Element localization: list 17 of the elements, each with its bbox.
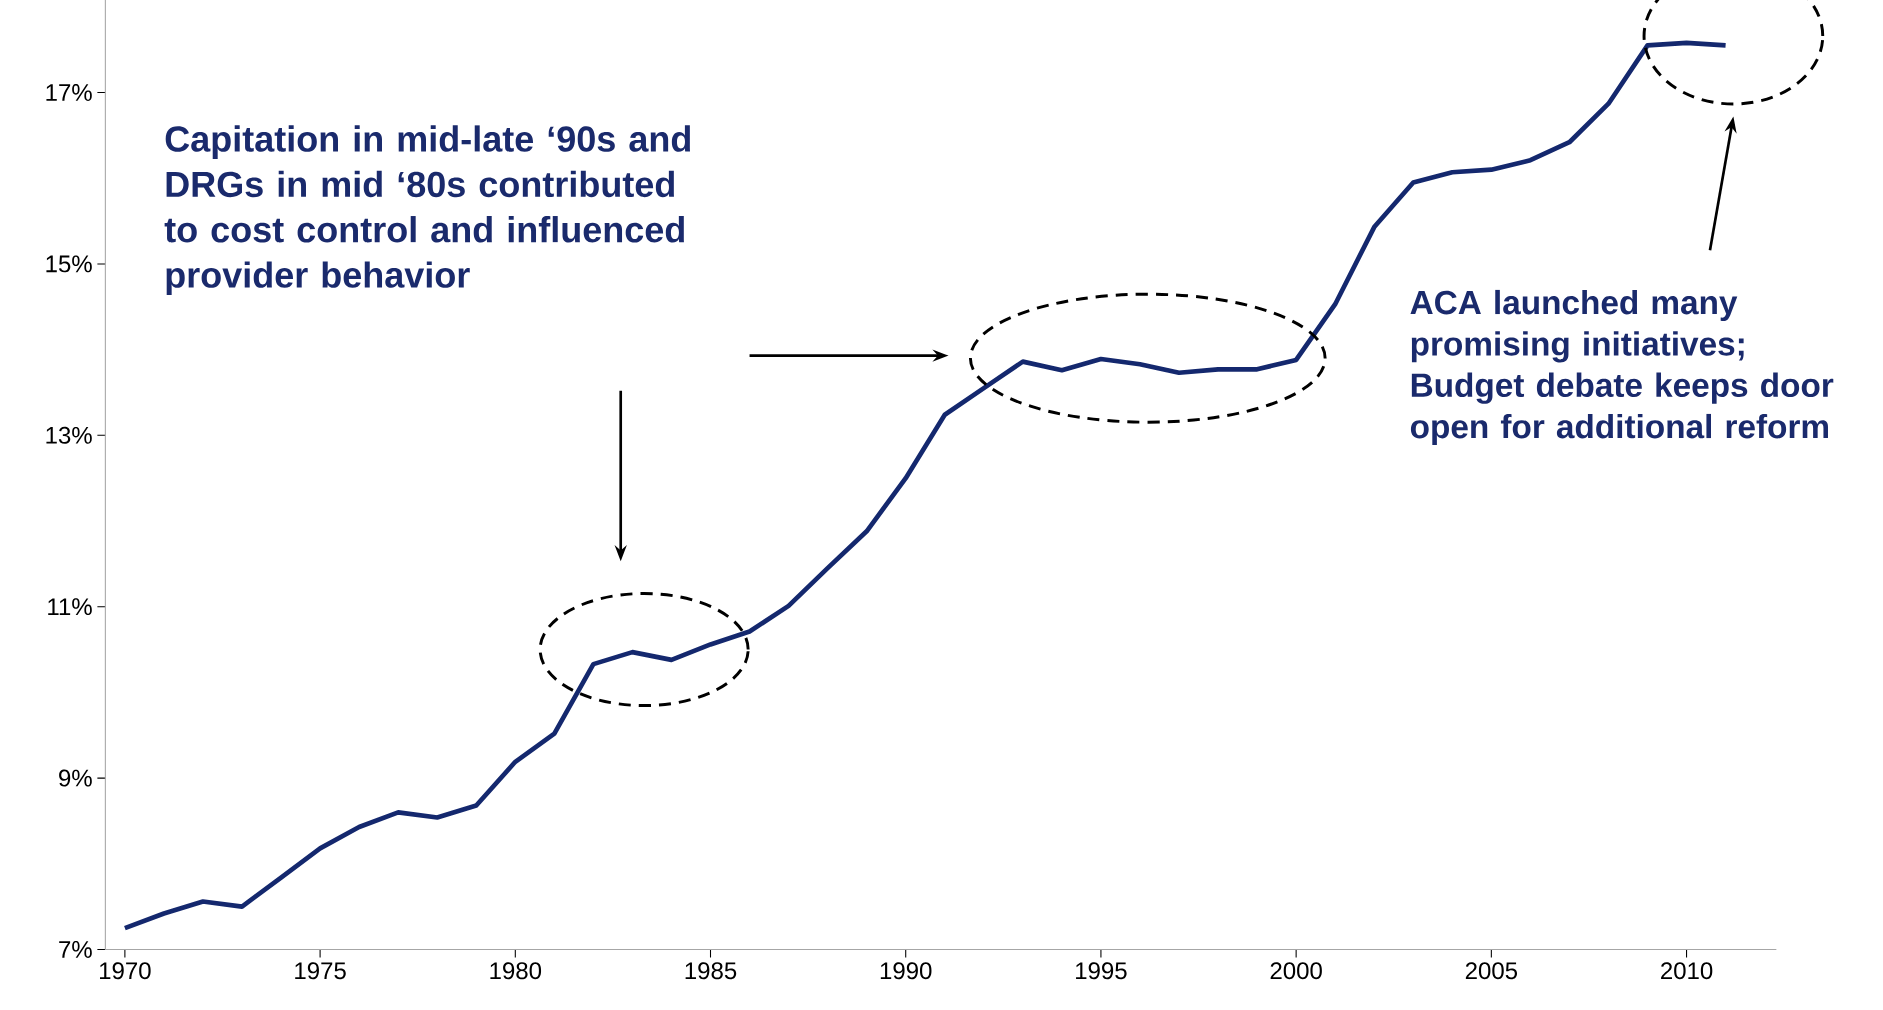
y-tick-label: 15%: [46, 255, 92, 273]
annotation: Capitation in mid-late ‘90s and DRGs in mid ‘80s contributed to cost control and influenced provider behavior: [164, 125, 690, 296]
y-tick-label: 7%: [59, 941, 92, 959]
y-tick-label: 9%: [59, 769, 92, 787]
y-tick-label: 13%: [46, 427, 92, 445]
x-tick-label: 1980: [490, 962, 542, 980]
x-tick-label: 2010: [1661, 962, 1713, 980]
y-tick-label: 11%: [48, 598, 92, 616]
x-tick-label: 1990: [880, 962, 932, 980]
annotation: ACA launched many promising initiatives; Budget debate keeps door open for additional reform: [1410, 290, 1834, 446]
x-tick-label: 2000: [1270, 962, 1322, 980]
x-tick-label: 2005: [1465, 962, 1518, 980]
x-tick-label: 1970: [100, 962, 151, 980]
x-tick-label: 1995: [1076, 962, 1127, 980]
x-tick-label: 1985: [685, 962, 737, 980]
x-tick-label: 1975: [295, 962, 346, 980]
y-tick-label: 17%: [46, 84, 92, 102]
